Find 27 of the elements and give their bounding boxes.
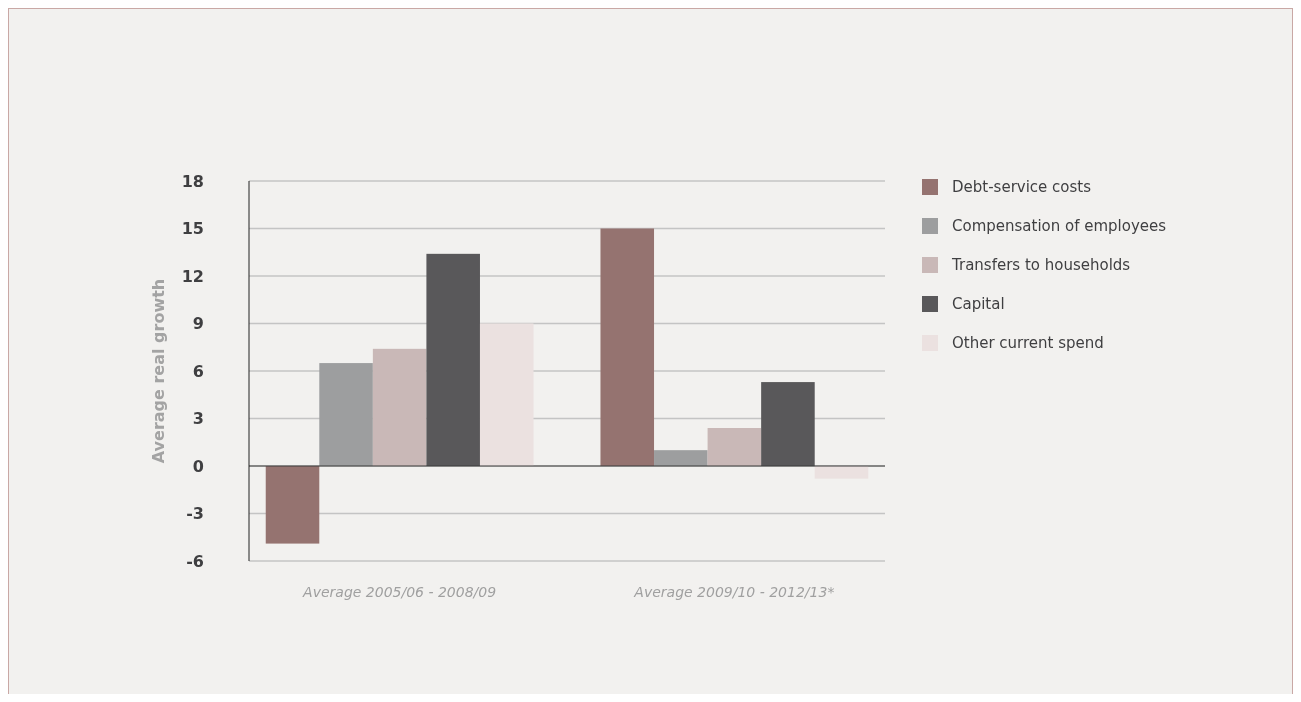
- y-tick-label: 18: [181, 171, 204, 191]
- y-tick-label: 12: [181, 266, 204, 286]
- bar: [600, 228, 655, 466]
- bar: [319, 363, 373, 466]
- legend-label: Transfers to households: [951, 256, 1131, 275]
- bar: [372, 348, 427, 466]
- y-axis-title: Average real growth: [149, 278, 168, 464]
- bar: [426, 253, 480, 466]
- x-tick-label: Average 2005/06 - 2008/09: [302, 584, 497, 600]
- bar: [479, 323, 534, 466]
- x-tick-label: Average 2009/10 - 2012/13*: [633, 584, 835, 600]
- bar: [265, 466, 320, 544]
- legend-label: Compensation of employees: [952, 217, 1167, 236]
- y-tick-label: 0: [192, 456, 204, 476]
- y-tick-label: -6: [186, 551, 204, 571]
- y-tick-label: 9: [192, 314, 204, 334]
- bar: [814, 466, 869, 479]
- bar: [761, 382, 815, 466]
- y-tick-label: -3: [186, 504, 204, 524]
- legend-label: Capital: [952, 295, 1005, 314]
- y-tick-label: 3: [192, 409, 204, 429]
- legend-label: Other current spend: [952, 334, 1104, 353]
- bar: [654, 450, 708, 466]
- bar: [707, 428, 762, 466]
- legend-label: Debt-service costs: [952, 178, 1092, 197]
- y-tick-label: 15: [181, 219, 204, 239]
- y-tick-label: 6: [192, 361, 204, 381]
